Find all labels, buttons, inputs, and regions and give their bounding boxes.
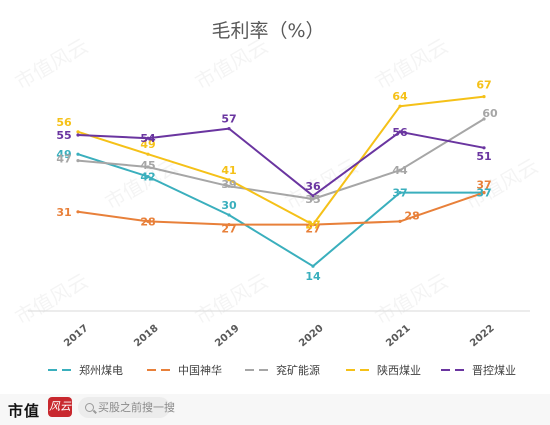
data-point bbox=[311, 197, 315, 201]
series-line bbox=[77, 118, 485, 200]
watermark-text: 市值风云 bbox=[461, 154, 542, 215]
data-label: 14 bbox=[305, 270, 321, 283]
x-tick-label: 2017 bbox=[62, 323, 90, 349]
data-label: 55 bbox=[56, 129, 71, 142]
watermark-text: 市值风云 bbox=[371, 34, 452, 95]
x-tick-label: 2019 bbox=[213, 323, 241, 349]
data-label: 37 bbox=[392, 187, 407, 200]
data-point bbox=[227, 213, 231, 217]
watermark-text: 市值风云 bbox=[191, 34, 272, 95]
data-point bbox=[146, 152, 150, 156]
data-point bbox=[311, 194, 315, 198]
data-point bbox=[227, 127, 231, 131]
data-label: 37 bbox=[476, 179, 491, 192]
search-box[interactable]: 买股之前搜一搜 bbox=[78, 397, 175, 418]
footer-bar: 市值 风云 买股之前搜一搜 bbox=[0, 394, 550, 425]
x-tick-label: 2022 bbox=[468, 323, 496, 349]
data-label: 30 bbox=[221, 199, 237, 212]
watermark-text: 市值风云 bbox=[11, 34, 92, 95]
data-point bbox=[311, 223, 315, 227]
data-point bbox=[76, 210, 80, 214]
watermark-text: 市值风云 bbox=[11, 269, 92, 330]
data-point bbox=[146, 219, 150, 223]
data-label: 28 bbox=[404, 209, 419, 222]
data-point bbox=[482, 146, 486, 150]
data-label: 28 bbox=[140, 215, 155, 228]
legend-label: 中国神华 bbox=[178, 363, 222, 377]
data-label: 49 bbox=[56, 148, 71, 161]
data-label: 51 bbox=[476, 150, 491, 163]
data-point bbox=[76, 152, 80, 156]
data-label: 56 bbox=[392, 126, 408, 139]
series-line bbox=[77, 191, 485, 226]
data-point bbox=[76, 133, 80, 137]
legend-label: 郑州煤电 bbox=[79, 363, 123, 377]
data-point bbox=[482, 95, 486, 99]
legend-label: 兖矿能源 bbox=[276, 363, 320, 377]
legend-label: 晋控煤业 bbox=[472, 363, 516, 377]
data-point bbox=[398, 130, 402, 134]
watermark-text: 市值风云 bbox=[191, 269, 272, 330]
x-tick-label: 2021 bbox=[384, 323, 412, 349]
search-icon bbox=[85, 403, 94, 412]
legend: 郑州煤电 中国神华 兖矿能源 陕西煤业 晋控煤业 bbox=[48, 363, 516, 377]
series-line bbox=[77, 153, 485, 268]
data-label: 54 bbox=[140, 132, 156, 145]
data-point bbox=[146, 175, 150, 179]
x-tick-label: 2020 bbox=[297, 323, 325, 349]
series-line bbox=[77, 95, 485, 226]
data-label: 44 bbox=[392, 164, 408, 177]
chart-title: 毛利率（%） bbox=[211, 20, 324, 42]
watermark-text: 市值风云 bbox=[281, 154, 362, 215]
data-label: 47 bbox=[56, 153, 71, 166]
data-label: 27 bbox=[305, 219, 320, 232]
data-label: 64 bbox=[392, 90, 408, 103]
watermark-text: 市值风云 bbox=[371, 269, 452, 330]
data-label: 49 bbox=[140, 138, 155, 151]
series-layer bbox=[76, 95, 486, 268]
data-label: 37 bbox=[476, 187, 491, 200]
data-point bbox=[482, 117, 486, 121]
data-label: 67 bbox=[476, 79, 491, 92]
data-point bbox=[398, 219, 402, 223]
data-point bbox=[398, 191, 402, 195]
data-label: 39 bbox=[221, 178, 236, 191]
data-point bbox=[227, 184, 231, 188]
data-label: 41 bbox=[221, 164, 236, 177]
data-label: 31 bbox=[56, 206, 71, 219]
data-label: 56 bbox=[56, 116, 72, 129]
data-point bbox=[146, 136, 150, 140]
x-tick-label: 2018 bbox=[132, 323, 160, 349]
data-point bbox=[146, 165, 150, 169]
data-point bbox=[398, 168, 402, 172]
brand-logo-text: 市值 bbox=[8, 402, 41, 420]
data-point bbox=[482, 191, 486, 195]
data-point bbox=[76, 159, 80, 163]
data-label: 45 bbox=[140, 159, 155, 172]
brand-logo-mark: 风云 bbox=[48, 397, 72, 417]
data-point bbox=[227, 178, 231, 182]
data-point bbox=[398, 104, 402, 108]
data-label: 36 bbox=[305, 180, 321, 193]
data-point bbox=[76, 130, 80, 134]
data-point bbox=[227, 223, 231, 227]
search-placeholder: 买股之前搜一搜 bbox=[98, 401, 175, 414]
data-label: 27 bbox=[221, 223, 236, 236]
data-point bbox=[311, 264, 315, 268]
x-tick-labels: 2017 2018 2019 2020 2021 2022 bbox=[62, 323, 496, 349]
data-label: 42 bbox=[140, 171, 155, 184]
series-line bbox=[77, 127, 485, 197]
legend-label: 陕西煤业 bbox=[377, 363, 421, 377]
data-label: 27 bbox=[305, 223, 320, 236]
data-label: 60 bbox=[482, 107, 498, 120]
data-label: 57 bbox=[221, 113, 236, 126]
data-label: 35 bbox=[305, 193, 320, 206]
